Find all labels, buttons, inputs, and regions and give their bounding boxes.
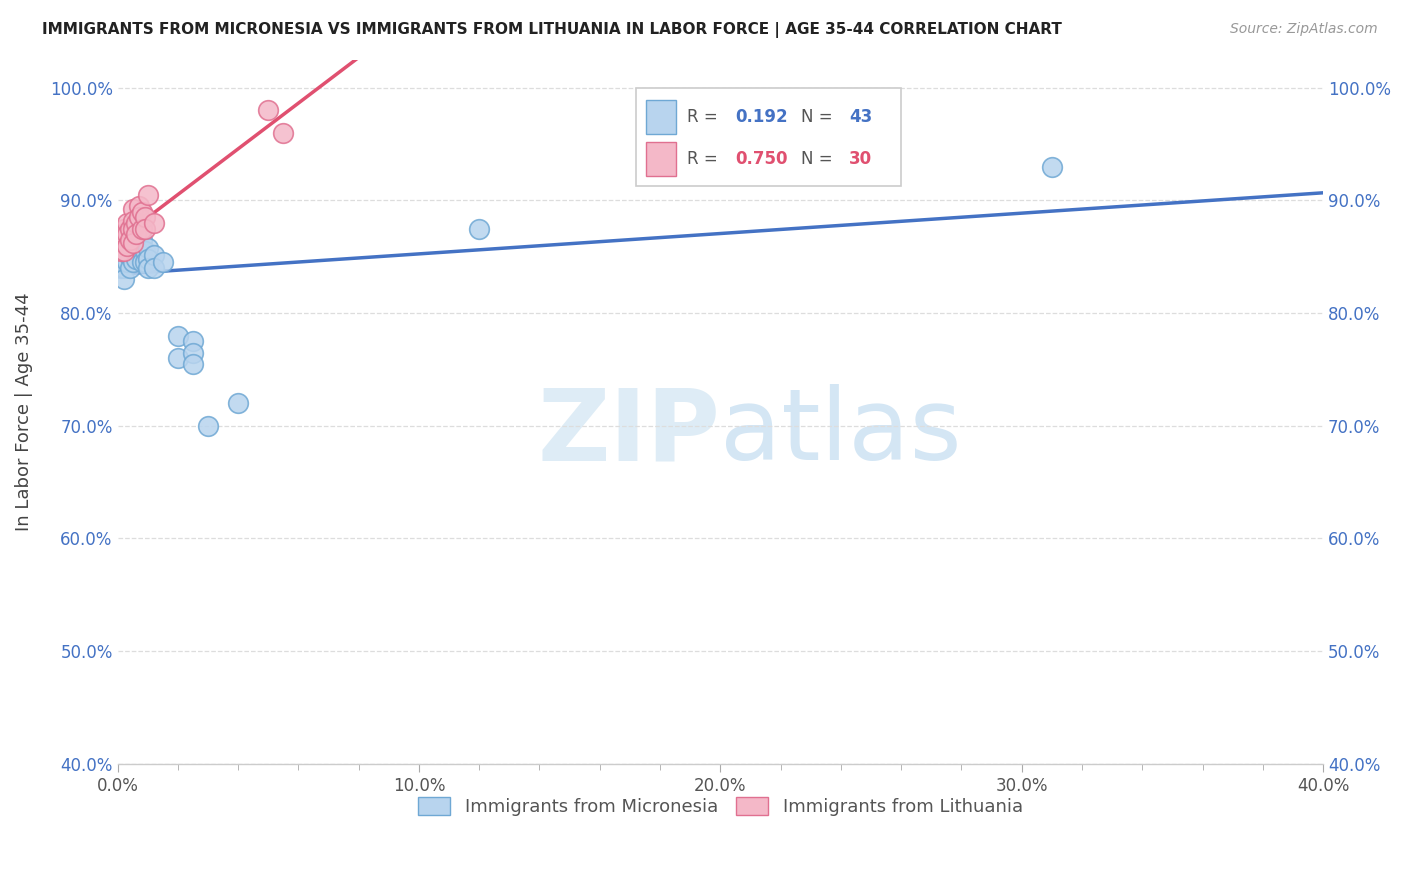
- Point: [112, 255, 135, 269]
- Point: [112, 272, 135, 286]
- Point: [110, 227, 132, 242]
- Point: [115, 241, 138, 255]
- Point: [118, 221, 141, 235]
- Point: [142, 261, 165, 276]
- Point: [121, 221, 143, 235]
- Point: [112, 244, 135, 259]
- Point: [128, 211, 150, 225]
- Point: [121, 227, 143, 242]
- FancyBboxPatch shape: [645, 142, 676, 176]
- Point: [112, 221, 135, 235]
- Point: [134, 244, 156, 259]
- Point: [124, 227, 146, 242]
- Point: [131, 244, 153, 259]
- Point: [181, 357, 204, 371]
- Text: atlas: atlas: [720, 384, 962, 482]
- Point: [112, 229, 135, 244]
- Point: [118, 250, 141, 264]
- Point: [115, 216, 138, 230]
- Text: N =: N =: [801, 108, 838, 126]
- Text: Source: ZipAtlas.com: Source: ZipAtlas.com: [1230, 22, 1378, 37]
- Point: [110, 238, 132, 252]
- Point: [136, 252, 159, 266]
- Point: [110, 233, 132, 247]
- Text: N =: N =: [801, 150, 838, 168]
- Point: [257, 103, 280, 118]
- Point: [110, 261, 132, 276]
- Point: [112, 261, 135, 276]
- Point: [115, 236, 138, 251]
- Point: [131, 221, 153, 235]
- FancyBboxPatch shape: [636, 87, 901, 186]
- Point: [128, 199, 150, 213]
- Point: [112, 250, 135, 264]
- Text: ZIP: ZIP: [537, 384, 720, 482]
- Point: [124, 252, 146, 266]
- Point: [134, 255, 156, 269]
- Point: [115, 238, 138, 252]
- Point: [226, 396, 249, 410]
- Point: [118, 261, 141, 276]
- Point: [110, 250, 132, 264]
- Point: [112, 227, 135, 242]
- Point: [118, 233, 141, 247]
- Point: [197, 418, 219, 433]
- Point: [110, 238, 132, 252]
- Point: [110, 227, 132, 242]
- Text: 0.192: 0.192: [735, 108, 787, 126]
- Point: [131, 233, 153, 247]
- Point: [128, 238, 150, 252]
- Point: [1040, 160, 1063, 174]
- Point: [121, 236, 143, 251]
- Point: [110, 233, 132, 247]
- Point: [134, 211, 156, 225]
- Point: [115, 227, 138, 242]
- Text: R =: R =: [686, 108, 723, 126]
- Point: [181, 345, 204, 359]
- Point: [271, 126, 294, 140]
- Point: [131, 255, 153, 269]
- Point: [468, 221, 491, 235]
- Point: [136, 261, 159, 276]
- Point: [181, 334, 204, 349]
- Point: [121, 202, 143, 217]
- Point: [136, 241, 159, 255]
- Point: [112, 244, 135, 259]
- Point: [121, 213, 143, 227]
- Text: IMMIGRANTS FROM MICRONESIA VS IMMIGRANTS FROM LITHUANIA IN LABOR FORCE | AGE 35-: IMMIGRANTS FROM MICRONESIA VS IMMIGRANTS…: [42, 22, 1062, 38]
- Point: [110, 247, 132, 261]
- Point: [121, 244, 143, 259]
- Point: [142, 216, 165, 230]
- Point: [166, 351, 188, 366]
- Point: [124, 216, 146, 230]
- Point: [121, 255, 143, 269]
- Point: [142, 247, 165, 261]
- Text: 0.750: 0.750: [735, 150, 787, 168]
- Point: [166, 328, 188, 343]
- Y-axis label: In Labor Force | Age 35-44: In Labor Force | Age 35-44: [15, 293, 32, 531]
- Legend: Immigrants from Micronesia, Immigrants from Lithuania: Immigrants from Micronesia, Immigrants f…: [409, 788, 1032, 825]
- Point: [112, 236, 135, 251]
- Point: [128, 227, 150, 242]
- Point: [124, 238, 146, 252]
- Point: [110, 244, 132, 259]
- Point: [152, 255, 174, 269]
- Point: [131, 204, 153, 219]
- Text: 43: 43: [849, 108, 873, 126]
- Text: 30: 30: [849, 150, 873, 168]
- Point: [115, 255, 138, 269]
- Point: [136, 187, 159, 202]
- FancyBboxPatch shape: [645, 100, 676, 134]
- Point: [134, 221, 156, 235]
- Text: R =: R =: [686, 150, 723, 168]
